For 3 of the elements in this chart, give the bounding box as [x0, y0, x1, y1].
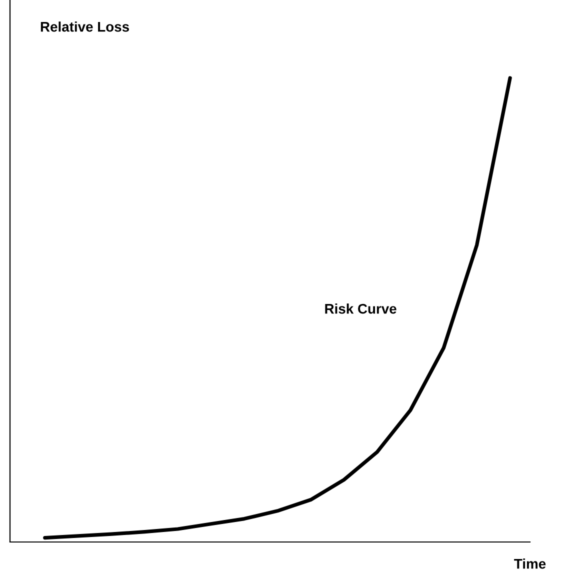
y-axis-title: Relative Loss: [40, 22, 129, 32]
text: Risk Curve: [325, 304, 396, 314]
x-axis-title: Time: [514, 558, 546, 569]
